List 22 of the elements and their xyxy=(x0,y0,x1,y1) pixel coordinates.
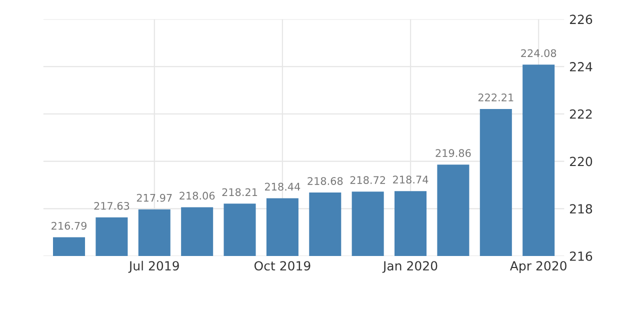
data-label: 219.86 xyxy=(436,149,471,158)
data-label: 216.79 xyxy=(52,222,87,230)
data-label: 217.97 xyxy=(136,194,172,202)
y-tick-label: 224 xyxy=(570,62,592,72)
y-tick-label: 218 xyxy=(570,204,592,214)
data-label: 218.72 xyxy=(350,176,386,184)
y-tick-label: 220 xyxy=(570,156,592,166)
data-label: 218.44 xyxy=(264,182,300,191)
y-tick-label: 226 xyxy=(570,14,592,24)
y-tick-label: 216 xyxy=(570,251,592,261)
data-label: 217.63 xyxy=(94,202,130,210)
data-label: 218.21 xyxy=(222,188,258,196)
x-tick-label: Jul 2019 xyxy=(128,260,179,273)
y-tick-label: 222 xyxy=(570,109,592,119)
data-label: 224.08 xyxy=(521,49,556,58)
data-label: 218.06 xyxy=(180,192,215,200)
x-tick-label: Oct 2019 xyxy=(254,261,310,271)
data-label: 218.68 xyxy=(308,177,343,185)
data-label: 222.21 xyxy=(478,93,514,102)
data-label: 218.74 xyxy=(393,176,428,184)
x-tick-label: Jan 2020 xyxy=(382,261,438,273)
x-tick-label: Apr 2020 xyxy=(510,261,566,273)
